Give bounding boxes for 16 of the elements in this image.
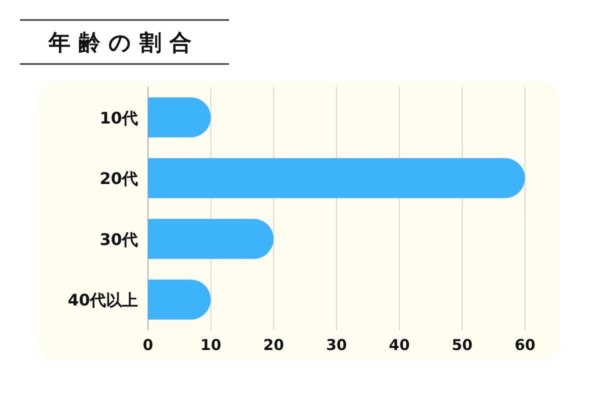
x-tick-label: 40	[388, 336, 410, 354]
bar	[148, 218, 274, 259]
chart-title: 年齢の割合	[48, 31, 200, 56]
x-tick-label: 20	[263, 336, 284, 354]
bar	[148, 280, 211, 320]
x-tick-label: 60	[514, 336, 536, 354]
x-tick-label: 50	[452, 336, 473, 354]
y-tick-label: 40代以上	[68, 290, 138, 310]
y-tick-label: 30代	[100, 230, 138, 249]
bar	[148, 97, 211, 138]
x-tick-label: 30	[326, 336, 347, 354]
x-tick-label: 10	[200, 336, 222, 354]
bar	[148, 158, 525, 198]
y-tick-label: 20代	[100, 169, 138, 188]
x-tick-label: 0	[142, 336, 154, 354]
y-tick-label: 10代	[100, 108, 138, 128]
